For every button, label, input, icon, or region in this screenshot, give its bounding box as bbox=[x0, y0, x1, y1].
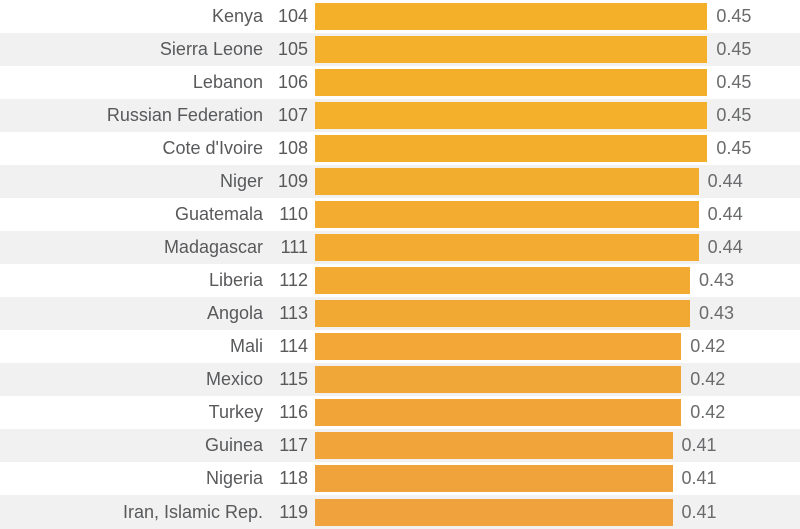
bar-area: 0.43 bbox=[315, 297, 800, 330]
bar-area: 0.45 bbox=[315, 33, 800, 66]
value-bar[interactable] bbox=[315, 135, 708, 162]
rank-label: 115 bbox=[279, 369, 308, 389]
chart-row: Mali 114 0.42 bbox=[0, 330, 800, 363]
bar-area: 0.45 bbox=[315, 0, 800, 33]
value-bar[interactable] bbox=[315, 432, 673, 459]
value-bar[interactable] bbox=[315, 36, 708, 63]
rank-label: 113 bbox=[279, 303, 308, 323]
value-label: 0.45 bbox=[716, 72, 752, 92]
chart-row: Cote d'Ivoire 108 0.45 bbox=[0, 132, 800, 165]
value-label: 0.41 bbox=[681, 435, 717, 455]
chart-row: Guatemala 110 0.44 bbox=[0, 198, 800, 231]
bar-area: 0.45 bbox=[315, 132, 800, 165]
country-label: Sierra Leone bbox=[159, 39, 263, 59]
rank-label: 119 bbox=[279, 501, 308, 522]
rank-label: 109 bbox=[277, 171, 308, 191]
value-label: 0.42 bbox=[690, 369, 726, 389]
country-label: Russian Federation bbox=[106, 105, 263, 125]
value-label: 0.45 bbox=[716, 105, 752, 125]
value-label: 0.42 bbox=[690, 336, 726, 356]
value-bar[interactable] bbox=[315, 333, 682, 360]
bar-area: 0.44 bbox=[315, 165, 800, 198]
chart-row: Mexico 115 0.42 bbox=[0, 363, 800, 396]
rank-label: 104 bbox=[277, 6, 308, 26]
value-label: 0.45 bbox=[716, 39, 752, 59]
country-label: Guinea bbox=[204, 435, 263, 455]
bar-area: 0.42 bbox=[315, 396, 800, 429]
country-label: Angola bbox=[206, 303, 263, 323]
value-bar[interactable] bbox=[315, 267, 690, 294]
value-label: 0.44 bbox=[707, 171, 743, 191]
country-label: Turkey bbox=[208, 402, 263, 422]
value-label: 0.42 bbox=[690, 402, 726, 422]
rank-label: 110 bbox=[279, 204, 308, 224]
rank-label: 107 bbox=[277, 105, 308, 125]
bar-area: 0.44 bbox=[315, 198, 800, 231]
value-label: 0.43 bbox=[698, 303, 734, 323]
value-bar[interactable] bbox=[315, 168, 699, 195]
value-bar[interactable] bbox=[315, 498, 673, 526]
country-label: Guatemala bbox=[174, 204, 263, 224]
rank-label: 118 bbox=[279, 468, 308, 488]
value-label: 0.41 bbox=[681, 468, 717, 488]
bar-area: 0.44 bbox=[315, 231, 800, 264]
country-label: Nigeria bbox=[205, 468, 263, 488]
value-bar[interactable] bbox=[315, 102, 708, 129]
country-label: Niger bbox=[219, 171, 263, 191]
chart-row: Niger 109 0.44 bbox=[0, 165, 800, 198]
rank-label: 112 bbox=[279, 270, 308, 290]
country-label: Mexico bbox=[205, 369, 263, 389]
value-bar[interactable] bbox=[315, 300, 690, 327]
value-bar[interactable] bbox=[315, 399, 682, 426]
chart-row: Liberia 112 0.43 bbox=[0, 264, 800, 297]
bar-area: 0.41 bbox=[315, 429, 800, 462]
chart-row: Turkey 116 0.42 bbox=[0, 396, 800, 429]
chart-row: Nigeria 118 0.41 bbox=[0, 462, 800, 495]
value-bar[interactable] bbox=[315, 3, 708, 30]
rank-label: 117 bbox=[279, 435, 308, 455]
value-bar[interactable] bbox=[315, 465, 673, 492]
rank-label: 111 bbox=[280, 237, 308, 257]
rank-label: 105 bbox=[277, 39, 308, 59]
chart-row: Angola 113 0.43 bbox=[0, 297, 800, 330]
value-label: 0.44 bbox=[707, 237, 743, 257]
bar-area: 0.42 bbox=[315, 363, 800, 396]
chart-row: Sierra Leone 105 0.45 bbox=[0, 33, 800, 66]
value-label: 0.41 bbox=[681, 501, 717, 522]
value-label: 0.44 bbox=[707, 204, 743, 224]
country-label: Madagascar bbox=[163, 237, 263, 257]
country-label: Iran, Islamic Rep. bbox=[122, 501, 263, 522]
value-label: 0.43 bbox=[698, 270, 734, 290]
chart-row: Guinea 117 0.41 bbox=[0, 429, 800, 462]
country-label: Kenya bbox=[211, 6, 263, 26]
chart-row: Madagascar 111 0.44 bbox=[0, 231, 800, 264]
country-label: Lebanon bbox=[192, 72, 263, 92]
value-bar[interactable] bbox=[315, 366, 682, 393]
value-bar[interactable] bbox=[315, 234, 699, 261]
chart-row: Kenya 104 0.45 bbox=[0, 0, 800, 33]
rank-label: 114 bbox=[279, 336, 308, 356]
bar-area: 0.42 bbox=[315, 330, 800, 363]
country-label: Cote d'Ivoire bbox=[162, 138, 264, 158]
value-bar[interactable] bbox=[315, 201, 699, 228]
value-bar[interactable] bbox=[315, 69, 708, 96]
value-label: 0.45 bbox=[716, 138, 752, 158]
bar-area: 0.41 bbox=[315, 495, 800, 529]
bar-area: 0.41 bbox=[315, 462, 800, 495]
rank-label: 106 bbox=[277, 72, 308, 92]
rank-label: 108 bbox=[277, 138, 308, 158]
chart-row: Iran, Islamic Rep. 119 0.41 bbox=[0, 495, 800, 529]
chart-row: Russian Federation 107 0.45 bbox=[0, 99, 800, 132]
country-label: Liberia bbox=[208, 270, 263, 290]
value-label: 0.45 bbox=[716, 6, 752, 26]
country-label: Mali bbox=[229, 336, 263, 356]
bar-area: 0.45 bbox=[315, 66, 800, 99]
chart-row: Lebanon 106 0.45 bbox=[0, 66, 800, 99]
bar-area: 0.43 bbox=[315, 264, 800, 297]
bar-area: 0.45 bbox=[315, 99, 800, 132]
rank-label: 116 bbox=[279, 402, 308, 422]
